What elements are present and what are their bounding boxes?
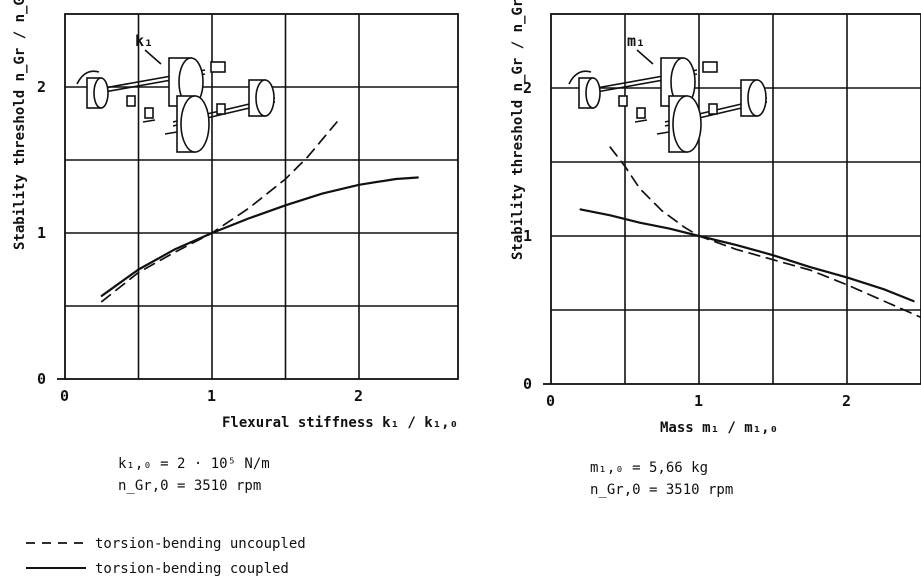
series-line-coupled xyxy=(100,176,419,297)
bearing xyxy=(144,107,154,119)
tick-labels: 0 1 2 0 1 2 xyxy=(523,79,851,410)
series-line-coupled xyxy=(579,208,915,303)
x-tick-label: 1 xyxy=(207,387,216,405)
series-line-uncoupled xyxy=(100,121,338,303)
legend-label-uncoupled: torsion-bending uncoupled xyxy=(95,536,306,552)
sketch-line xyxy=(142,119,156,123)
disc-face xyxy=(93,77,109,109)
series-group xyxy=(579,146,921,319)
gear-lower-face xyxy=(180,95,210,153)
y-tick-label: 1 xyxy=(523,227,532,245)
x-tick-label: 2 xyxy=(842,392,851,410)
chart-flexural-stiffness: 0 1 2 0 1 2 k₁ Flexural stiffness k₁ / k₁,₀ S… xyxy=(12,0,459,494)
series-group xyxy=(100,121,419,303)
bearing xyxy=(636,107,646,119)
rotor-sketch: m₁ xyxy=(568,32,768,153)
sketch-line xyxy=(656,131,670,135)
y-tick-label: 1 xyxy=(37,224,46,242)
bearing xyxy=(708,103,718,115)
y-tick-label: 0 xyxy=(523,375,532,393)
disc-right-face xyxy=(747,79,767,117)
bearing xyxy=(216,103,226,115)
rotation-arrow xyxy=(76,70,100,85)
y-axis-label: Stability threshold n_Gr / n_Gr,0 xyxy=(510,0,526,260)
bearing xyxy=(618,95,628,107)
bearing xyxy=(126,95,136,107)
gear-lower-face xyxy=(672,95,702,153)
y-tick-label: 2 xyxy=(523,79,532,97)
note-m10: m₁,₀ = 5,66 kg xyxy=(590,460,708,476)
x-axis-label: Flexural stiffness k₁ / k₁,₀ xyxy=(222,415,458,431)
plot-frame xyxy=(64,13,459,380)
sketch-line xyxy=(144,49,162,65)
disc-right-face xyxy=(255,79,275,117)
note-ngr0: n_Gr,0 = 3510 rpm xyxy=(590,482,733,498)
plot-frame xyxy=(550,13,921,385)
note-k10: k₁,₀ = 2 · 10⁵ N/m xyxy=(118,456,270,472)
sketch-line xyxy=(636,49,654,65)
inset-label: k₁ xyxy=(135,32,153,50)
legend: torsion-bending uncoupled torsion-bendin… xyxy=(26,536,306,577)
bearing xyxy=(702,61,718,73)
y-tick-label: 0 xyxy=(37,370,46,388)
y-axis-label: Stability threshold n_Gr / n_Gr,0 xyxy=(12,0,28,250)
x-axis-label: Mass m₁ / m₁,₀ xyxy=(660,420,778,436)
x-tick-label: 2 xyxy=(354,387,363,405)
disc-face xyxy=(585,77,601,109)
rotation-arrow xyxy=(568,70,592,85)
bearing xyxy=(210,61,226,73)
inset-label: m₁ xyxy=(627,32,645,50)
x-tick-label: 0 xyxy=(546,392,555,410)
grid xyxy=(57,14,458,380)
rotor-drawing: k₁ xyxy=(76,32,276,153)
grid xyxy=(543,14,921,385)
legend-label-coupled: torsion-bending coupled xyxy=(95,561,289,577)
rotor-drawing: m₁ xyxy=(568,32,768,153)
sketch-line xyxy=(634,119,648,123)
x-tick-label: 1 xyxy=(694,392,703,410)
tick-labels: 0 1 2 0 1 2 xyxy=(37,78,363,405)
series-line-uncoupled xyxy=(609,146,921,319)
sketch-line xyxy=(164,131,178,135)
rotor-sketch: k₁ xyxy=(76,32,276,153)
x-tick-label: 0 xyxy=(60,387,69,405)
y-tick-label: 2 xyxy=(37,78,46,96)
chart-mass: 0 1 2 0 1 2 m₁ Mass m₁ / m₁,₀ Stability thres… xyxy=(510,0,921,498)
note-ngr0: n_Gr,0 = 3510 rpm xyxy=(118,478,261,494)
